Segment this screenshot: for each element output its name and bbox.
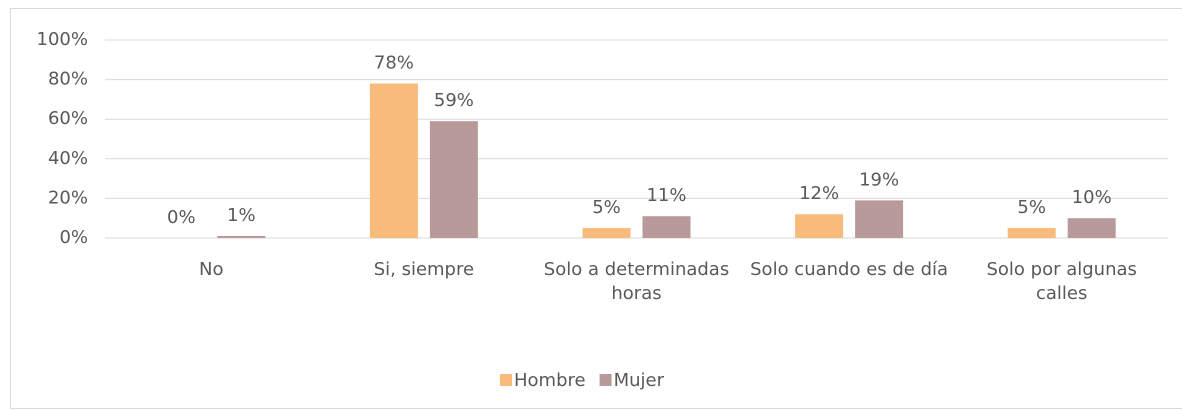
data-label: 10%	[1072, 187, 1112, 208]
legend-label: Hombre	[514, 370, 586, 391]
data-label: 11%	[646, 185, 686, 206]
x-tick-label: Si, siempre	[373, 259, 475, 280]
legend-label: Mujer	[614, 370, 665, 391]
x-tick-label: Solo por algunas calles	[986, 259, 1137, 304]
bar	[855, 200, 904, 238]
chart-border	[10, 8, 1182, 409]
legend-swatch	[599, 374, 612, 386]
bar	[582, 228, 631, 238]
bar	[795, 214, 844, 238]
bar	[217, 236, 266, 238]
y-tick-label: 100%	[37, 29, 88, 50]
x-tick-label: Solo cuando es de día	[750, 259, 949, 280]
bar	[1007, 228, 1056, 238]
x-tick-label: No	[199, 259, 224, 280]
y-tick-label: 20%	[48, 187, 88, 208]
data-label: 1%	[227, 205, 256, 226]
y-tick-label: 80%	[48, 69, 88, 90]
bar	[369, 83, 418, 238]
y-tick-label: 0%	[59, 227, 88, 248]
legend-swatch	[500, 374, 512, 386]
y-tick-label: 40%	[48, 148, 88, 169]
data-label: 5%	[1017, 197, 1046, 218]
data-label: 12%	[799, 183, 839, 204]
y-tick-label: 60%	[48, 108, 88, 129]
x-tick-label: Solo a determinadas horas	[543, 259, 730, 304]
bar	[642, 216, 691, 238]
data-label: 59%	[434, 90, 474, 111]
data-label: 0%	[167, 207, 196, 228]
data-label: 78%	[374, 53, 414, 74]
data-label: 19%	[859, 169, 899, 190]
bar	[429, 121, 478, 238]
bar	[1067, 218, 1116, 238]
data-label: 5%	[592, 197, 621, 218]
